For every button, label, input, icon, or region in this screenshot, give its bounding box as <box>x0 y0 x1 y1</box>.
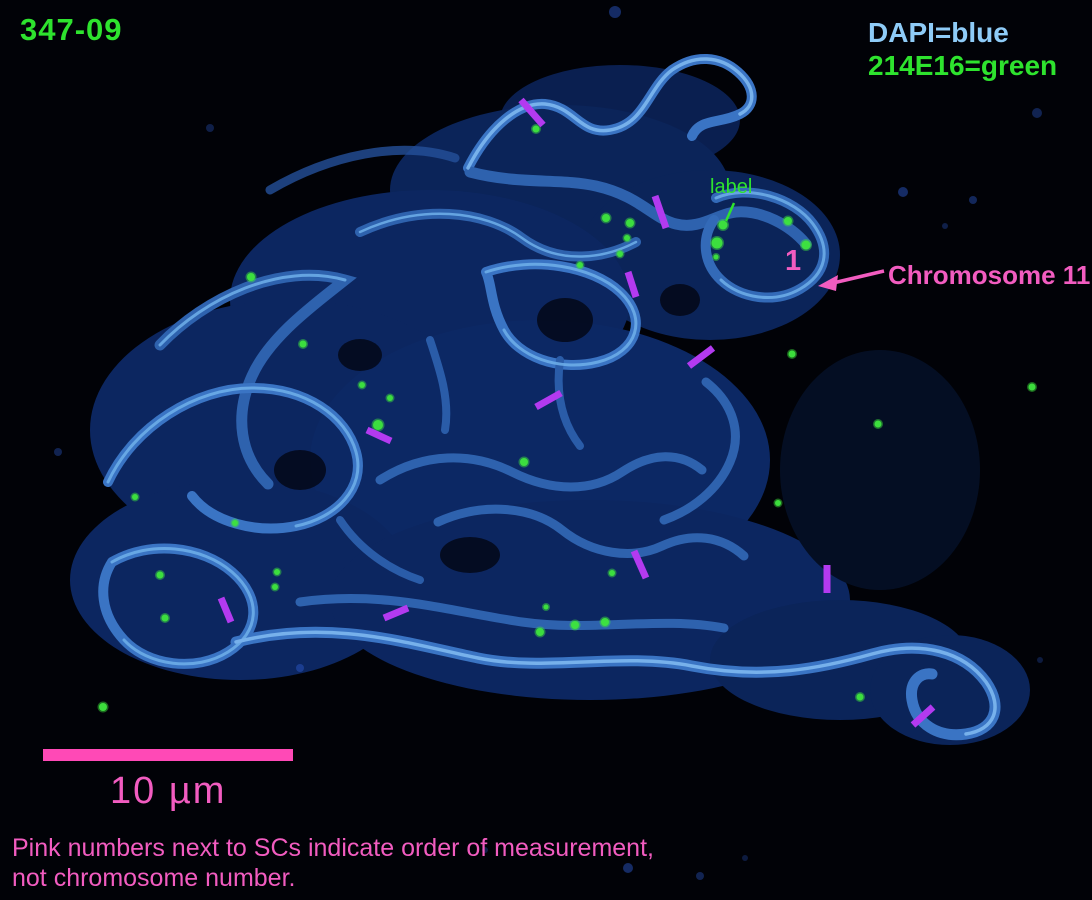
blue-speck <box>609 6 621 18</box>
blue-speck <box>898 187 908 197</box>
probe-signal-dot <box>532 125 540 133</box>
probe-signal-dot <box>543 604 549 610</box>
probe-signal-dot <box>232 520 238 526</box>
probe-signal-dot <box>99 703 107 711</box>
blue-speck <box>1037 657 1043 663</box>
probe-signal-dot <box>387 395 393 401</box>
scale-bar <box>43 749 293 761</box>
probe-signal-dot <box>520 458 528 466</box>
measurement-tick <box>518 97 546 128</box>
background-specks <box>54 6 1043 880</box>
dapi-cloud <box>70 65 1030 745</box>
chromosome-11-arrow <box>818 269 885 291</box>
probe-signal-dot <box>602 214 610 222</box>
measurement-tick <box>910 704 936 728</box>
scale-bar-label: 10 µm <box>110 770 227 812</box>
legend-dapi: DAPI=blue <box>868 17 1009 48</box>
probe-signal-dot <box>536 628 544 636</box>
legend-probe: 214E16=green <box>868 50 1058 81</box>
probe-signal-dot <box>624 235 630 241</box>
blue-speck <box>296 664 304 672</box>
label-callout-line <box>724 202 736 222</box>
measurement-tick <box>624 270 640 299</box>
probe-signal-dot <box>617 251 623 257</box>
probe-signal-dot <box>274 569 280 575</box>
probe-signal-dot <box>571 621 579 629</box>
probe-signal-dot <box>373 420 383 430</box>
probe-signal-dot <box>601 618 609 626</box>
cloud-holes <box>274 284 700 573</box>
probe-signal-dot <box>856 693 864 701</box>
probe-signal-dot <box>247 273 255 281</box>
blue-speck <box>696 872 704 880</box>
measurement-tick <box>686 345 716 369</box>
footnote-line-2: not chromosome number. <box>12 864 296 892</box>
blue-speck <box>742 855 748 861</box>
measurement-order-number: 1 <box>785 245 802 277</box>
stain-legend: DAPI=blue 214E16=green <box>868 16 1057 82</box>
blue-speck <box>482 847 488 853</box>
blue-speck <box>969 196 977 204</box>
fish-probe-signals <box>97 124 1037 713</box>
probe-signal-dot <box>132 494 138 500</box>
probe-signal-dot <box>718 220 728 230</box>
probe-signal-dot <box>299 340 307 348</box>
slide-id: 347-09 <box>20 12 123 47</box>
probe-signal-dot <box>874 420 882 428</box>
blue-speck <box>54 448 62 456</box>
measurement-tick <box>382 604 410 622</box>
measurement-tick <box>651 194 670 230</box>
probe-signal-dot <box>711 237 723 249</box>
probe-signal-dot <box>359 382 365 388</box>
probe-signal-dot <box>784 217 792 225</box>
blue-speck <box>206 124 214 132</box>
probe-signal-dot <box>775 500 781 506</box>
blue-speck <box>1032 108 1042 118</box>
measurement-tick-marks <box>217 97 936 728</box>
probe-signal-dot <box>801 240 811 250</box>
probe-signal-dot <box>161 614 169 622</box>
probe-label-callout: label <box>710 176 753 198</box>
probe-signal-dot <box>156 571 164 579</box>
probe-signal-dot <box>272 584 278 590</box>
measurement-tick <box>630 549 650 580</box>
footnote: Pink numbers next to SCs indicate order … <box>12 833 654 893</box>
measurement-tick <box>534 389 563 411</box>
footnote-line-1: Pink numbers next to SCs indicate order … <box>12 834 654 862</box>
probe-signal-dot <box>577 262 583 268</box>
measurement-tick <box>365 426 393 445</box>
measurement-tick <box>217 596 235 624</box>
blue-speck <box>942 223 948 229</box>
probe-signal-dot <box>626 219 634 227</box>
blue-speck <box>623 863 633 873</box>
probe-signal-dot <box>788 350 796 358</box>
probe-signal-dot <box>609 570 615 576</box>
chromosome-11-callout: Chromosome 11 <box>888 260 1091 290</box>
probe-signal-dot <box>1028 383 1036 391</box>
probe-signal-dot <box>713 254 719 260</box>
